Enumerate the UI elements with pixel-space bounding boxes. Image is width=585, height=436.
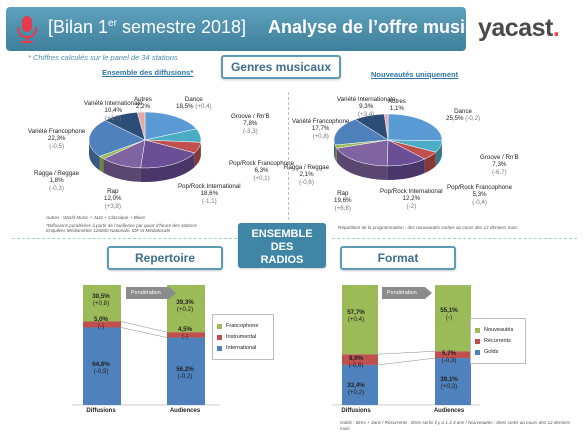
fmt-aud-nouv: 55,1% (-) [440,307,458,322]
pie-left-slice-side-3 [140,152,195,182]
pie-right-label-groove: Groove / Rn'B 7,3% (-6,7) [480,154,519,176]
title-banner: [Bilan 1er semestre 2018] Analyse de l’o… [6,7,500,51]
rep-bar-0-0 [83,327,121,405]
rep-diff-instru: 5,0% (-) [93,316,109,331]
pie-right-label-poprock-int: Pop/Rock International 12,2% (-2) [380,188,443,210]
pie-left-slice-side-2 [194,142,201,167]
pie-left-label-poprock-int: Pop/Rock International 18,6% (-1,1) [178,183,241,205]
pie-chart-diffusions [88,111,202,182]
pie-right-label-dance: Dance 25,5% (-0,2) [446,108,481,123]
pie-left-label-poprock-fr: Pop/Rock Francophone 6,3% (+0,1) [229,160,295,182]
title-period: [Bilan 1er semestre 2018] [48,17,247,37]
legend-item-instrumental: Instrumental [217,334,269,340]
fmt-diff-golds: 33,4% (+0,2) [347,382,365,397]
pie-right-label-var-fr: Variété Francophone 17,7% (+0,8) [292,118,350,140]
rep-aud-inter: 56,2% (-0,2) [176,366,194,381]
fmt-aud-recur: 5,7% (-0,3) [441,350,457,365]
ponderation-arrow-format: Pondération [382,287,432,299]
stacked-bar-format [332,285,480,406]
fmt-xlabel-diffusions: Diffusions [341,408,371,414]
pie-left-slice-8 [136,111,146,141]
pie-right-slice-8 [383,113,389,141]
microphone-icon [17,16,37,43]
pie-left-label-dance: Dance 18,5% (+0,4) [176,96,212,111]
pie-left-label-autres: Autres 2,2% [134,96,152,111]
divider-right [332,238,577,239]
legend-repertoire: Francophone Instrumental International [212,314,274,360]
pie-right-slice-side-5 [335,144,337,163]
yacast-logo: yacast. [478,14,560,42]
rep-aud-franco: 39,3% (+0,2) [176,299,194,314]
pie-left-subtitle: Ensemble des diffusions* [102,68,194,77]
pie-right-slice-side-2 [424,152,436,174]
legend-item-recurrents: Récurrents [475,338,521,344]
format-badge: Format [340,246,456,270]
pie-left-label-rap: Rap 12,0% (+3,8) [104,188,122,210]
divider-left [12,238,242,239]
fmt-bar-0-1 [342,354,378,365]
pie-left-slice-side-4 [103,158,141,182]
pie-right-label-ragga: Ragga / Reggae 2,1% (-0,6) [284,164,330,186]
pie-left-slice-6 [88,120,146,157]
rep-xlabel-diffusions: Diffusions [86,408,116,414]
rep-bar-0-2 [83,285,121,322]
page-title: Analyse de l’offre musicale [268,17,501,37]
legend-item-international: International [217,345,269,351]
genres-badge: Genres musicaux [221,55,341,79]
format-footnote: Golds : titres + 3ans / Récurrents : tit… [340,420,571,431]
pie-left-label-var-fr: Variété Francophone 22,3% (-0,5) [28,128,86,150]
legend-format: Nouveautés Récurrents Golds [470,318,526,364]
ponderation-arrow-repertoire: Pondération [126,287,176,299]
rep-aud-instru: 4,5% (-) [177,326,193,341]
pie-right-label-poprock-fr: Pop/Rock Francophone 5,3% (-0,4) [447,184,513,206]
fmt-aud-golds: 39,1% (+0,3) [440,376,458,391]
rep-bar-1-1 [167,332,205,338]
pie-left-label-groove: Groove / Rn'B 7,8% (-3,3) [231,113,270,135]
ensemble-radios-badge: ENSEMBLE DES RADIOS Etude 24h/24 et 7j/7 [238,223,326,274]
pie-right-slice-side-1 [435,140,442,167]
pie-right-subtitle: Nouveautés uniquement [371,70,459,79]
divider-vertical [288,92,289,220]
legend-item-francophone: Francophone [217,323,269,329]
fmt-bar-1-1 [435,351,471,359]
rep-diff-franco: 30,5% (+0,8) [92,293,110,308]
rep-connector-0 [120,327,168,338]
rep-bar-0-1 [83,321,121,328]
pie-left-slice-0 [144,111,197,141]
genres-footnote-left: Autres : World Music + Jazz + Classique … [46,215,197,233]
pie-right-label-rap: Rap 19,6% (+6,8) [334,190,352,212]
pie-left-slice-side-5 [99,156,104,173]
fmt-xlabel-audiences: Audiences [433,408,465,414]
pie-right-slice-side-3 [387,159,425,180]
fmt-diff-recur: 8,9% (-0,6) [348,355,364,370]
panel-note: * Chiffres calculés sur le panel de 34 s… [28,53,178,62]
fmt-connector-1 [377,350,436,355]
rep-xlabel-audiences: Audiences [169,408,201,414]
rep-connector-1 [120,321,168,333]
pie-chart-nouveautes [333,113,443,180]
fmt-bar-1-2 [435,285,471,352]
pie-right-label-var-int: Variété Internationale 9,3% (+3,4) [337,96,396,118]
pie-right-slice-6 [333,119,389,146]
fmt-bar-0-2 [342,285,378,355]
pie-left-label-var-int: Variété Internationale 10,4% (+1,7) [84,100,143,122]
pie-right-slice-0 [387,113,443,142]
pie-right-slice-4 [336,139,389,167]
legend-item-nouveautes: Nouveautés [475,327,521,333]
repertoire-badge: Repertoire [107,246,223,270]
rep-diff-inter: 64,6% (-0,9) [92,361,110,376]
fmt-diff-nouv: 57,7% (+0,4) [347,309,365,324]
fmt-connector-0 [377,357,436,366]
pie-right-label-autres: Autres 1,1% [388,98,406,113]
pie-left-slice-side-6 [89,140,100,171]
pie-left-label-ragga: Ragga / Reggae 1,8% (-0,3) [34,170,80,192]
pie-left-slice-3 [140,139,196,169]
rep-bar-1-0 [167,337,205,405]
pie-right-slice-side-4 [336,148,388,180]
legend-item-golds: Golds [475,349,521,355]
fmt-bar-1-0 [435,358,471,405]
fmt-bar-0-0 [342,364,378,405]
genres-footnote-right: Répartition de la programmation : des no… [338,225,518,230]
